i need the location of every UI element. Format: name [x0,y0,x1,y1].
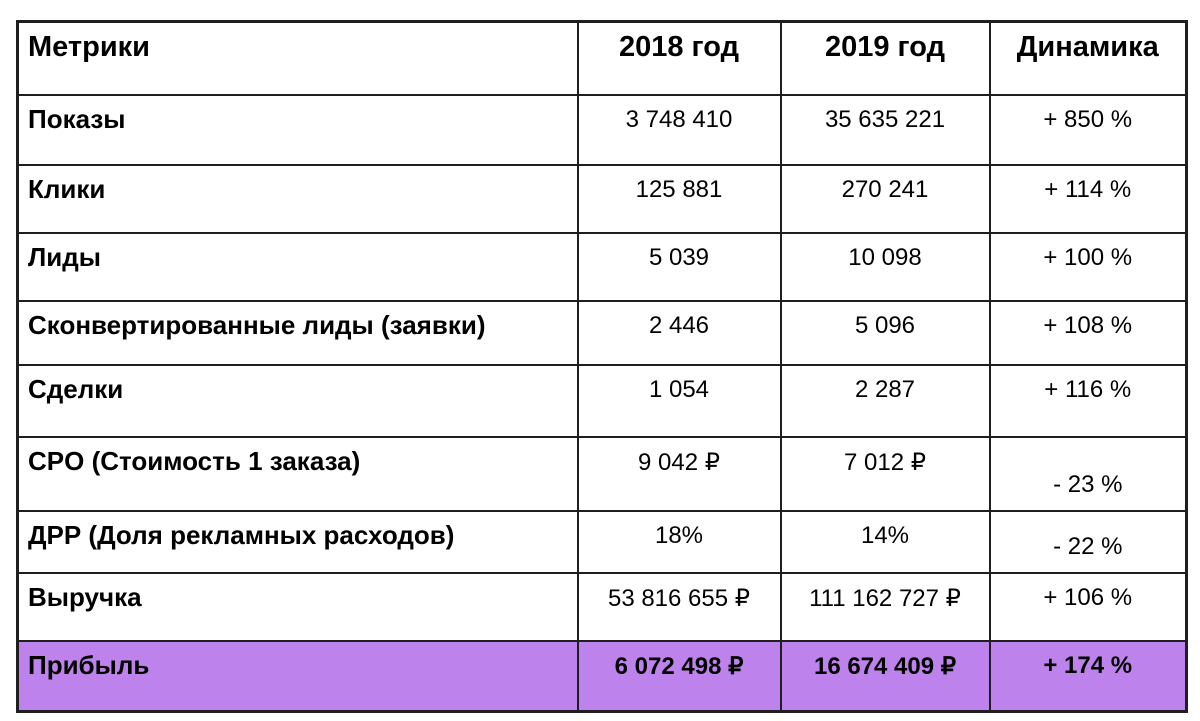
dynamics-cell: + 174 % [988,639,1188,713]
table-row: Сделки 1 054 2 287 + 116 % [16,363,1188,438]
dynamics-cell: + 100 % [988,231,1188,302]
table-row: Сконвертированные лиды (заявки) 2 446 5 09… [16,299,1188,366]
value-2019-cell: 2 287 [779,363,991,438]
table-row: ДРР (Доля рекламных расходов) 18% 14% - 22 … [16,509,1188,574]
value-2019-cell: 270 241 [779,163,991,234]
value-2018-cell: 1 054 [576,363,782,438]
metric-cell: ДРР (Доля рекламных расходов) [16,509,579,574]
value-2018-cell: 125 881 [576,163,782,234]
metric-cell: Сконвертированные лиды (заявки) [16,299,579,366]
value-2018-cell: 3 748 410 [576,93,782,166]
dynamics-cell: - 22 % [988,509,1188,574]
value-2019-cell: 111 162 727 ₽ [779,571,991,642]
value-2019-cell: 5 096 [779,299,991,366]
column-header-2019: 2019 год [779,20,991,96]
metric-cell: Лиды [16,231,579,302]
dynamics-cell: + 116 % [988,363,1188,438]
header-row: Метрики 2018 год 2019 год Динамика [16,20,1188,96]
column-header-2018: 2018 год [576,20,782,96]
column-header-metrics: Метрики [16,20,579,96]
dynamics-cell: + 850 % [988,93,1188,166]
metric-cell: Выручка [16,571,579,642]
value-2019-cell: 14% [779,509,991,574]
column-header-dynamics: Динамика [988,20,1188,96]
value-2018-cell: 53 816 655 ₽ [576,571,782,642]
table-row: Лиды 5 039 10 098 + 100 % [16,231,1188,302]
value-2019-cell: 7 012 ₽ [779,435,991,512]
table-row: CPO (Стоимость 1 заказа) 9 042 ₽7 012 ₽ - … [16,435,1188,512]
dynamics-cell: + 106 % [988,571,1188,642]
value-2018-cell: 9 042 ₽ [576,435,782,512]
metric-cell: Прибыль [16,639,579,713]
value-2018-cell: 5 039 [576,231,782,302]
table-row: Выручка 53 816 655 ₽111 162 727 ₽ + 106 % [16,571,1188,642]
value-2019-cell: 16 674 409 ₽ [779,639,991,713]
value-2018-cell: 2 446 [576,299,782,366]
metric-cell: Клики [16,163,579,234]
value-2019-cell: 10 098 [779,231,991,302]
metrics-table: Метрики 2018 год 2019 год Динамика Показ… [16,20,1188,713]
dynamics-cell: + 114 % [988,163,1188,234]
dynamics-cell: + 108 % [988,299,1188,366]
table-row: Клики 125 881 270 241 + 114 % [16,163,1188,234]
table-row: Показы 3 748 410 35 635 221 + 850 % [16,93,1188,166]
table-row: Прибыль 6 072 498 ₽16 674 409 ₽ + 174 % [16,639,1188,713]
metric-cell: Показы [16,93,579,166]
dynamics-cell: - 23 % [988,435,1188,512]
value-2018-cell: 6 072 498 ₽ [576,639,782,713]
metric-cell: CPO (Стоимость 1 заказа) [16,435,579,512]
value-2019-cell: 35 635 221 [779,93,991,166]
metric-cell: Сделки [16,363,579,438]
value-2018-cell: 18% [576,509,782,574]
